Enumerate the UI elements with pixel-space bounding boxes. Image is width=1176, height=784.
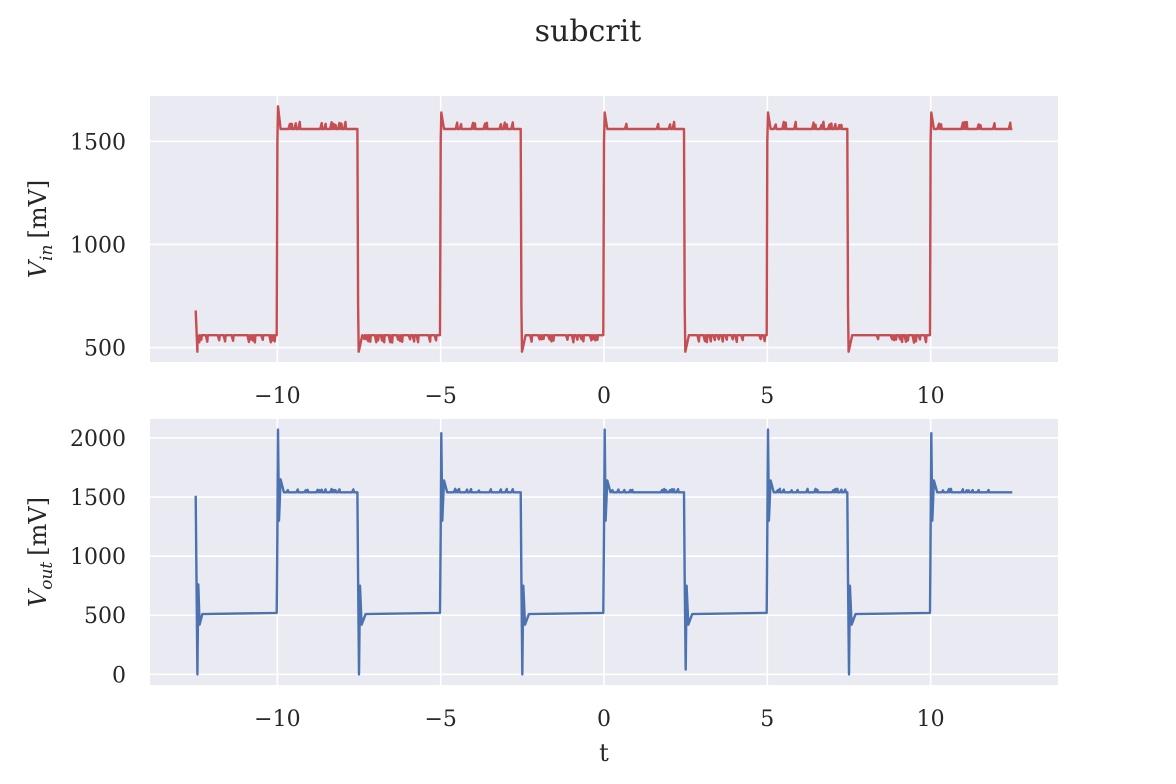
top-ylabel-base: V <box>24 258 52 278</box>
top-xtick-label: −10 <box>254 384 300 409</box>
top-ytick-label: 1500 <box>70 130 126 155</box>
top-ylabel-sub: in <box>37 245 57 261</box>
bottom-xtick-label: 10 <box>917 707 945 732</box>
top-xtick-label: 0 <box>597 384 611 409</box>
top-ylabel: Vin [mV] <box>24 180 57 279</box>
bottom-ytick-label: 500 <box>84 604 126 629</box>
top-ytick-label: 500 <box>84 337 126 362</box>
top-ylabel-unit: [mV] <box>24 180 52 239</box>
bottom-ylabel-sub: out <box>37 562 57 590</box>
bottom-tick-labels: −10 −5 0 5 10 0 500 1000 1500 2000 <box>70 427 945 732</box>
bottom-ytick-label: 1500 <box>70 486 126 511</box>
top-xtick-label: −5 <box>424 384 456 409</box>
figure-xlabel: t <box>599 739 609 767</box>
bottom-xtick-label: −5 <box>424 707 456 732</box>
top-axes-vin: −10 −5 0 5 10 500 1000 1500 Vin [mV] <box>24 96 1058 409</box>
bottom-ylabel: Vout [mV] <box>24 497 57 607</box>
bottom-xtick-label: 0 <box>597 707 611 732</box>
top-ytick-label: 1000 <box>70 233 126 258</box>
top-series-line <box>194 105 1013 353</box>
bottom-xtick-label: 5 <box>760 707 774 732</box>
top-tick-labels: −10 −5 0 5 10 500 1000 1500 <box>70 130 945 409</box>
bottom-ylabel-unit: [mV] <box>24 497 52 556</box>
bottom-axes-vout: −10 −5 0 5 10 0 500 1000 1500 2000 Vout [mV] <box>24 419 1058 732</box>
bottom-series-group <box>194 428 1013 676</box>
bottom-ytick-label: 0 <box>112 663 126 688</box>
bottom-ytick-label: 1000 <box>70 545 126 570</box>
top-xtick-label: 5 <box>760 384 774 409</box>
figure-title: subcrit <box>535 14 642 49</box>
bottom-ytick-label: 2000 <box>70 427 126 452</box>
bottom-xtick-label: −10 <box>254 707 300 732</box>
top-xtick-label: 10 <box>917 384 945 409</box>
top-series-group <box>194 105 1013 353</box>
bottom-ylabel-base: V <box>24 587 52 607</box>
bottom-series-line <box>194 428 1013 676</box>
